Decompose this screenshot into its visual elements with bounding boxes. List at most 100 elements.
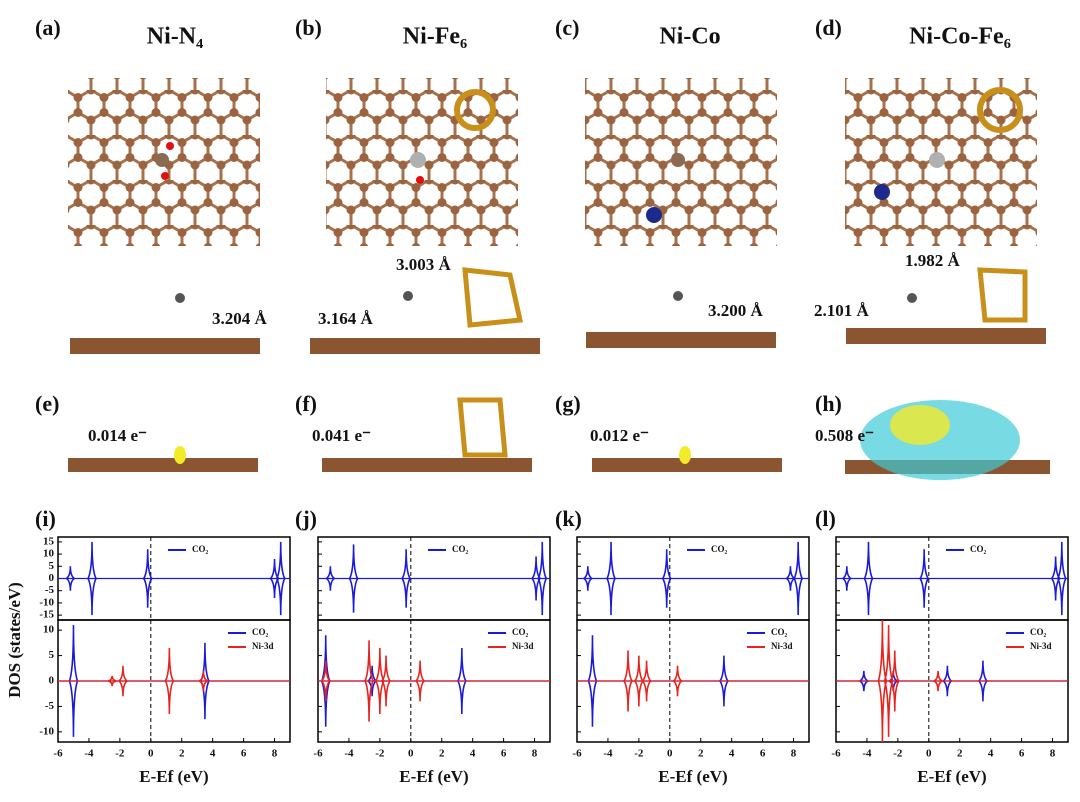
dos-peak	[381, 655, 392, 707]
x-tick-label: -6	[313, 748, 323, 760]
dos-peak	[87, 541, 97, 616]
y-tick-label: 0	[49, 675, 55, 687]
legend-label: CO₂	[512, 627, 529, 637]
dos-peak	[325, 566, 336, 591]
distance-label: 3.200 Å	[708, 301, 764, 320]
y-tick-label: 10	[43, 624, 55, 636]
x-tick-label: 2	[698, 748, 704, 760]
dos-peak	[662, 549, 672, 608]
charge-label: 0.012 e⁻	[590, 426, 649, 445]
y-tick-label: -15	[39, 609, 54, 621]
panel-title: Ni-Co	[659, 24, 720, 50]
x-tick-label: -6	[572, 748, 582, 760]
dos-peak	[198, 670, 210, 692]
x-tick-label: -2	[115, 748, 125, 760]
dos-peak	[415, 660, 426, 702]
x-tick-label: -2	[375, 748, 385, 760]
dos-peak	[1050, 556, 1061, 601]
dos-peak	[321, 660, 331, 702]
legend-label: CO₂	[970, 544, 987, 554]
dos-peak	[933, 670, 944, 692]
distance-label: 2.101 Å	[814, 301, 870, 320]
legend-label: CO₂	[1030, 627, 1047, 637]
dos-peak	[531, 556, 542, 601]
dos-peak	[883, 625, 894, 737]
dos-peak	[537, 541, 548, 616]
x-tick-label: 0	[148, 748, 154, 760]
dos-peak	[275, 541, 286, 616]
dos-peak	[863, 541, 874, 616]
x-tick-label: -4	[603, 748, 613, 760]
legend-label: Ni-3d	[252, 641, 274, 651]
panel-title: Ni-N₄	[147, 24, 204, 50]
y-tick-label: -10	[39, 725, 54, 737]
dos-peak	[364, 640, 374, 722]
y-tick-label: 0	[49, 572, 55, 584]
charge-label: 0.014 e⁻	[88, 426, 147, 445]
dos-peak	[269, 558, 280, 599]
x-axis-label: E-Ef (eV)	[399, 767, 468, 786]
panel-label: (g)	[555, 391, 581, 416]
x-tick-label: -6	[831, 748, 841, 760]
x-tick-label: 0	[667, 748, 673, 760]
panel-label: (h)	[815, 391, 842, 416]
x-tick-label: -2	[893, 748, 903, 760]
legend-label: CO₂	[452, 544, 469, 554]
x-tick-label: 2	[179, 748, 185, 760]
legend-label: CO₂	[192, 544, 209, 554]
distance-label: 1.982 Å	[905, 251, 961, 270]
x-tick-label: -4	[862, 748, 872, 760]
x-tick-label: 6	[760, 748, 766, 760]
distance-label: 3.164 Å	[318, 309, 374, 328]
legend-label: CO₂	[771, 627, 788, 637]
x-tick-label: 0	[408, 748, 414, 760]
distance-label: 3.204 Å	[212, 309, 268, 328]
x-tick-label: 6	[241, 748, 247, 760]
y-tick-label: -10	[39, 596, 54, 608]
x-axis-label: E-Ef (eV)	[139, 767, 208, 786]
x-tick-label: -2	[634, 748, 644, 760]
side-views	[68, 267, 1050, 480]
charge-label: 0.041 e⁻	[312, 426, 371, 445]
y-tick-label: 10	[43, 548, 55, 560]
x-tick-label: 8	[1050, 748, 1056, 760]
legend-label: CO₂	[711, 544, 728, 554]
x-tick-label: 6	[501, 748, 507, 760]
x-axis-label: E-Ef (eV)	[658, 767, 727, 786]
panel-label: (d)	[815, 15, 842, 40]
x-tick-label: 8	[791, 748, 797, 760]
charge-label: 0.508 e⁻	[815, 426, 874, 445]
y-tick-label: 15	[43, 535, 55, 547]
dos-peak	[623, 650, 633, 712]
x-tick-label: 4	[988, 748, 994, 760]
dos-peak	[107, 675, 117, 687]
x-tick-label: 8	[272, 748, 278, 760]
x-tick-label: 0	[926, 748, 932, 760]
dos-peak	[375, 647, 385, 715]
legend-label: Ni-3d	[1030, 641, 1052, 651]
x-tick-label: 2	[439, 748, 445, 760]
panel-label: (j)	[295, 506, 317, 531]
x-tick-label: 4	[729, 748, 735, 760]
legend-label: Ni-3d	[512, 641, 534, 651]
panel-label: (a)	[35, 15, 61, 40]
active-sites	[155, 87, 1023, 223]
dos-peak	[606, 541, 616, 616]
panel-label: (i)	[35, 506, 56, 531]
legend-label: CO₂	[252, 627, 269, 637]
dos-peak	[348, 544, 359, 613]
dos-peak	[143, 549, 153, 608]
legend-label: Ni-3d	[771, 641, 793, 651]
y-tick-label: -5	[45, 584, 55, 596]
x-tick-label: 8	[532, 748, 538, 760]
x-tick-label: 4	[470, 748, 476, 760]
structures	[68, 78, 1050, 480]
panel-title: Ni-Fe₆	[403, 24, 468, 50]
x-tick-label: -4	[84, 748, 94, 760]
dos-peak	[641, 660, 652, 702]
y-axis-label: DOS (states/eV)	[5, 582, 24, 698]
x-tick-label: -4	[344, 748, 354, 760]
panel-label: (f)	[295, 391, 317, 416]
y-tick-label: 5	[49, 560, 55, 572]
